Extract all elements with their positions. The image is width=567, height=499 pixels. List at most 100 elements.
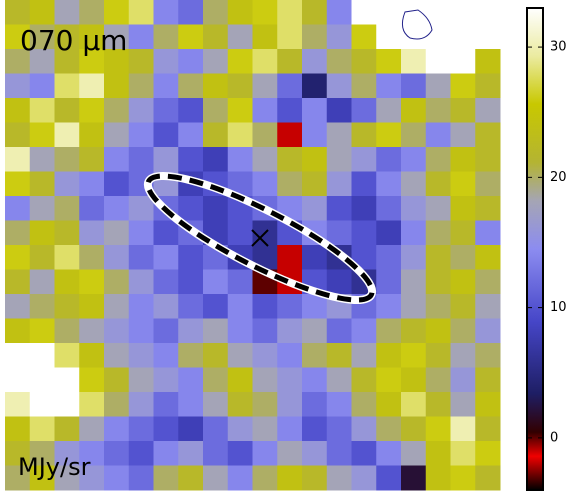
pixel [376, 343, 402, 368]
pixel [302, 441, 328, 466]
pixel [79, 367, 105, 393]
pixel [227, 147, 253, 172]
pixel [401, 73, 427, 99]
pixel [5, 73, 31, 99]
pixel [203, 465, 229, 491]
pixel [277, 416, 303, 442]
pixel [302, 0, 328, 25]
pixel [351, 73, 377, 99]
pixel [29, 24, 55, 50]
pixel [5, 245, 31, 270]
pixel [79, 98, 105, 123]
pixel [425, 0, 451, 25]
pixel [302, 122, 328, 148]
pixel [79, 343, 105, 368]
pixel [5, 318, 31, 344]
pixel [128, 98, 154, 123]
pixel [178, 367, 204, 393]
pixel [153, 98, 179, 123]
pixel [302, 294, 328, 319]
pixel [128, 24, 154, 50]
pixel [203, 294, 229, 319]
pixel [475, 465, 501, 491]
pixel [128, 392, 154, 417]
pixel [5, 147, 31, 172]
pixel [5, 24, 31, 50]
pixel [252, 147, 278, 172]
pixel [302, 416, 328, 442]
pixel [252, 73, 278, 99]
pixel [326, 147, 352, 172]
pixel [376, 49, 402, 74]
pixel [326, 392, 352, 417]
pixel [425, 392, 451, 417]
pixel [475, 343, 501, 368]
pixel [351, 122, 377, 148]
pixel [277, 343, 303, 368]
pixel [153, 343, 179, 368]
pixel [54, 196, 80, 221]
pixel [29, 147, 55, 172]
pixel [376, 367, 402, 393]
pixel [277, 0, 303, 25]
pixel [153, 122, 179, 148]
pixel [178, 294, 204, 319]
pixel [450, 294, 476, 319]
pixel [79, 0, 105, 25]
pixel [153, 367, 179, 393]
pixel [252, 343, 278, 368]
pixel [203, 416, 229, 442]
pixel [376, 465, 402, 491]
pixel [104, 73, 130, 99]
pixel [252, 392, 278, 417]
pixel [128, 0, 154, 25]
pixel [79, 196, 105, 221]
pixel [104, 392, 130, 417]
pixel [302, 147, 328, 172]
pixel [326, 98, 352, 123]
pixel [475, 122, 501, 148]
pixel [128, 147, 154, 172]
pixel [277, 122, 303, 148]
pixel [227, 73, 253, 99]
pixel [29, 49, 55, 74]
pixel [326, 196, 352, 221]
contour [401, 9, 433, 40]
pixel [326, 318, 352, 344]
pixel [227, 49, 253, 74]
pixel [326, 122, 352, 148]
pixel [326, 73, 352, 99]
pixel [54, 171, 80, 197]
pixel [425, 171, 451, 197]
pixel [178, 98, 204, 123]
pixel [5, 441, 31, 466]
pixel [401, 147, 427, 172]
pixel [29, 98, 55, 123]
pixel [29, 416, 55, 442]
pixel [425, 294, 451, 319]
pixel [252, 24, 278, 50]
pixel [450, 73, 476, 99]
pixel [29, 245, 55, 270]
pixel [203, 98, 229, 123]
pixel [302, 367, 328, 393]
pixel [128, 294, 154, 319]
pixel [227, 465, 253, 491]
pixel [79, 24, 105, 50]
pixel [326, 367, 352, 393]
band-label: 070 μm [20, 24, 127, 57]
pixel [178, 147, 204, 172]
pixel [5, 269, 31, 295]
pixel [450, 122, 476, 148]
pixel [5, 343, 31, 368]
pixel [178, 441, 204, 466]
pixel [326, 220, 352, 246]
pixel [54, 294, 80, 319]
pixel [203, 367, 229, 393]
pixel [326, 465, 352, 491]
pixel [29, 294, 55, 319]
pixel [178, 343, 204, 368]
pixel [29, 441, 55, 466]
image [5, 0, 501, 491]
pixel [128, 416, 154, 442]
